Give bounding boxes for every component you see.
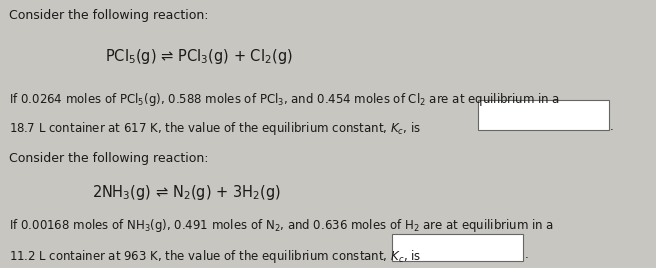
- Text: Consider the following reaction:: Consider the following reaction:: [9, 152, 208, 165]
- FancyBboxPatch shape: [478, 100, 609, 130]
- Text: If 0.0264 moles of PCl$_5$​(g), 0.588 moles of PCl$_3$, and 0.454 moles of Cl$_2: If 0.0264 moles of PCl$_5$​(g), 0.588 mo…: [9, 91, 560, 108]
- Text: 2NH$_3$(g) ⇌ N$_2$(g) + 3H$_2$(g): 2NH$_3$(g) ⇌ N$_2$(g) + 3H$_2$(g): [92, 183, 281, 202]
- Text: .: .: [610, 120, 614, 133]
- Text: 18.7 L container at 617 K, the value of the equilibrium constant, $K_c$, is: 18.7 L container at 617 K, the value of …: [9, 120, 420, 137]
- FancyBboxPatch shape: [392, 234, 523, 261]
- Text: PCl$_5$(g) ⇌ PCl$_3$(g) + Cl$_2$(g): PCl$_5$(g) ⇌ PCl$_3$(g) + Cl$_2$(g): [105, 47, 293, 66]
- Text: If 0.00168 moles of NH$_3$(g), 0.491 moles of N$_2$, and 0.636 moles of H$_2$ ar: If 0.00168 moles of NH$_3$(g), 0.491 mol…: [9, 217, 554, 234]
- Text: 11.2 L container at 963 K, the value of the equilibrium constant, $K_c$, is: 11.2 L container at 963 K, the value of …: [9, 248, 420, 266]
- Text: Consider the following reaction:: Consider the following reaction:: [9, 9, 208, 23]
- Text: .: .: [525, 248, 529, 262]
